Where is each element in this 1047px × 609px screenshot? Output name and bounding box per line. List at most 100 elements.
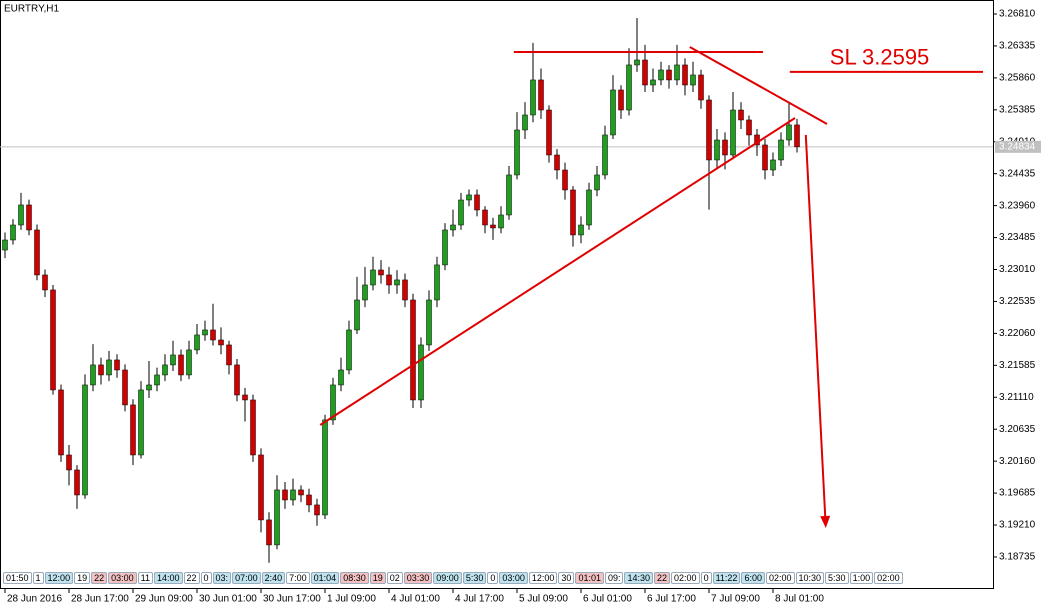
y-tick-label: 3.20635	[999, 424, 1036, 435]
candle-body	[554, 154, 560, 171]
arrow-shaft	[804, 134, 827, 519]
candle-body	[482, 209, 488, 226]
candle-body	[706, 99, 712, 161]
time-tag-strip: 01:50 1 12:00 19 22 03:00 11 14:00 22 0 03: 07:00 2:…	[3, 572, 993, 584]
candle-body	[498, 214, 504, 229]
candle-body	[690, 74, 696, 86]
candle-body	[370, 269, 376, 286]
candle-body	[258, 454, 264, 521]
candle-body	[594, 174, 600, 191]
candle-body	[570, 189, 576, 236]
y-tick-label: 3.21585	[999, 360, 1036, 371]
candle-body	[658, 69, 664, 81]
candle-body	[2, 239, 8, 251]
trend-line	[689, 46, 828, 125]
candle-body	[394, 279, 400, 286]
time-tag: 11:22	[712, 572, 741, 584]
time-tag: 08:30	[340, 572, 369, 584]
candle-body	[130, 404, 136, 456]
candle-body	[226, 344, 232, 366]
x-tick-label: 1 Jul 09:00	[327, 594, 376, 605]
candle-body	[674, 64, 680, 81]
candle-body	[466, 194, 472, 201]
candle-body	[146, 384, 152, 391]
y-tick-label: 3.23485	[999, 232, 1036, 243]
candle-body	[122, 369, 128, 406]
candle-body	[250, 399, 256, 456]
candle-body	[586, 189, 592, 226]
y-tick-label: 3.23960	[999, 200, 1036, 211]
candle-body	[218, 339, 224, 346]
candle-body	[666, 69, 672, 81]
candle-body	[106, 359, 112, 376]
time-tag: 1:00	[849, 572, 874, 584]
candle-body	[306, 494, 312, 506]
candle-body	[506, 174, 512, 216]
candle-body	[794, 124, 800, 148]
x-tick-label: 4 Jul 17:00	[455, 594, 504, 605]
time-tag: 03:00	[499, 572, 528, 584]
time-tag: 19	[369, 572, 386, 584]
time-tag: 22	[183, 572, 200, 584]
candle-body	[722, 139, 728, 156]
candle-body	[698, 74, 704, 101]
time-tag: 11	[137, 572, 153, 584]
candle-body	[426, 299, 432, 346]
time-tag: 6:00	[741, 572, 765, 584]
time-tag: 03:	[212, 572, 232, 584]
candle-body	[458, 199, 464, 226]
plot-frame	[0, 0, 994, 589]
candle-body	[514, 129, 520, 176]
candle-body	[186, 349, 192, 376]
time-tag: 5:30	[462, 572, 487, 584]
y-tick-label: 3.26810	[999, 9, 1036, 20]
time-tag: 02:00	[874, 572, 903, 584]
candle-body	[354, 299, 360, 331]
time-tag: 03:30	[403, 572, 433, 584]
x-tick-label: 6 Jul 17:00	[647, 594, 696, 605]
y-tick-label: 3.24435	[999, 168, 1036, 179]
candle-body	[410, 299, 416, 401]
candle-body	[178, 354, 184, 376]
current-price-box	[995, 140, 1041, 153]
time-tag: 1	[32, 572, 44, 584]
candle-body	[650, 79, 656, 86]
candle-body	[626, 64, 632, 111]
y-tick-label: 3.25385	[999, 104, 1036, 115]
y-tick-label: 3.19210	[999, 520, 1036, 531]
candle-body	[362, 284, 368, 301]
x-tick-label: 8 Jul 01:00	[775, 594, 824, 605]
candle-body	[266, 519, 272, 546]
time-tag: 7:00	[286, 572, 310, 584]
y-tick-label: 3.21110	[999, 392, 1034, 403]
time-tag: 01:50	[3, 572, 32, 584]
candle-body	[562, 169, 568, 191]
time-tag: 01:04	[310, 572, 340, 584]
trend-line	[319, 117, 796, 426]
candle-body	[34, 229, 40, 276]
candle-body	[386, 274, 392, 286]
candle-body	[730, 109, 736, 156]
candle-body	[378, 269, 384, 276]
time-tag: 03:00	[108, 572, 137, 584]
candle-body	[234, 364, 240, 396]
candle-body	[82, 384, 88, 496]
candle-body	[322, 419, 328, 516]
candle-body	[42, 274, 48, 291]
x-tick-label: 30 Jun 17:00	[263, 594, 321, 605]
candle-body	[162, 364, 168, 376]
candle-body	[66, 454, 72, 471]
candle-body	[530, 79, 536, 116]
candle-body	[202, 329, 208, 336]
x-tick-label: 4 Jul 01:00	[391, 594, 440, 605]
time-tag: 19	[74, 572, 91, 584]
time-tag: 12:00	[528, 572, 558, 584]
y-tick-label: 3.18735	[999, 552, 1036, 563]
x-tick-label: 28 Jun 2016	[7, 594, 62, 605]
candle-body	[26, 204, 32, 231]
time-tag: 22	[91, 572, 108, 584]
candle-body	[338, 369, 344, 386]
candle-body	[546, 109, 552, 156]
